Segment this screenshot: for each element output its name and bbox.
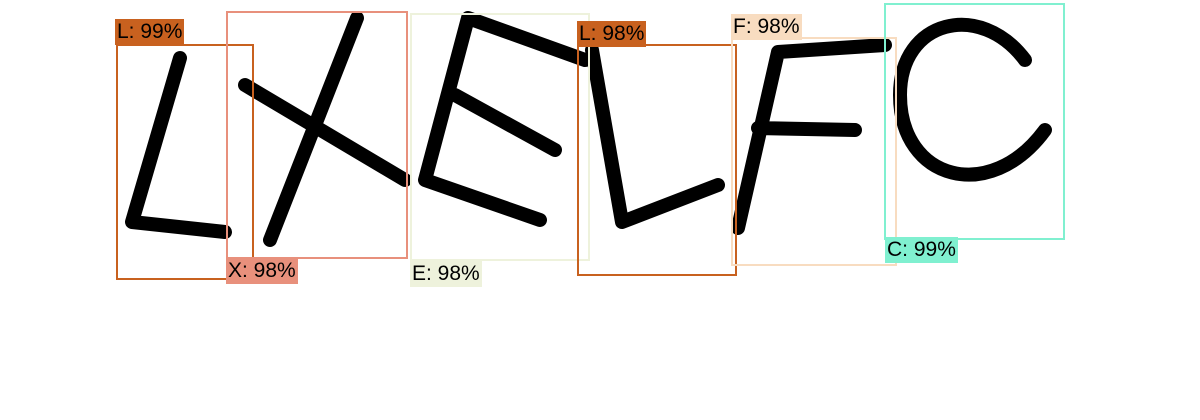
letter-f-glyph xyxy=(731,38,892,235)
detection-box-e xyxy=(410,13,590,261)
letter-x-glyph xyxy=(238,11,412,247)
detection-box-l2 xyxy=(577,44,737,276)
letter-l2-glyph xyxy=(585,43,725,229)
detection-box-l xyxy=(116,44,254,280)
detection-label-l2: L: 98% xyxy=(577,21,647,47)
letter-c-glyph xyxy=(893,17,1052,182)
detection-box-f xyxy=(731,37,897,266)
detection-box-c xyxy=(884,3,1065,240)
detection-label-f: F: 98% xyxy=(731,14,802,40)
detection-label-e: E: 98% xyxy=(410,261,482,287)
detection-label-x: X: 98% xyxy=(226,258,298,284)
letter-l-glyph xyxy=(125,51,232,239)
detection-label-l: L: 99% xyxy=(115,19,185,45)
detection-box-x xyxy=(226,11,408,259)
detection-label-c: C: 99% xyxy=(885,237,958,263)
letter-e-glyph xyxy=(418,11,592,227)
